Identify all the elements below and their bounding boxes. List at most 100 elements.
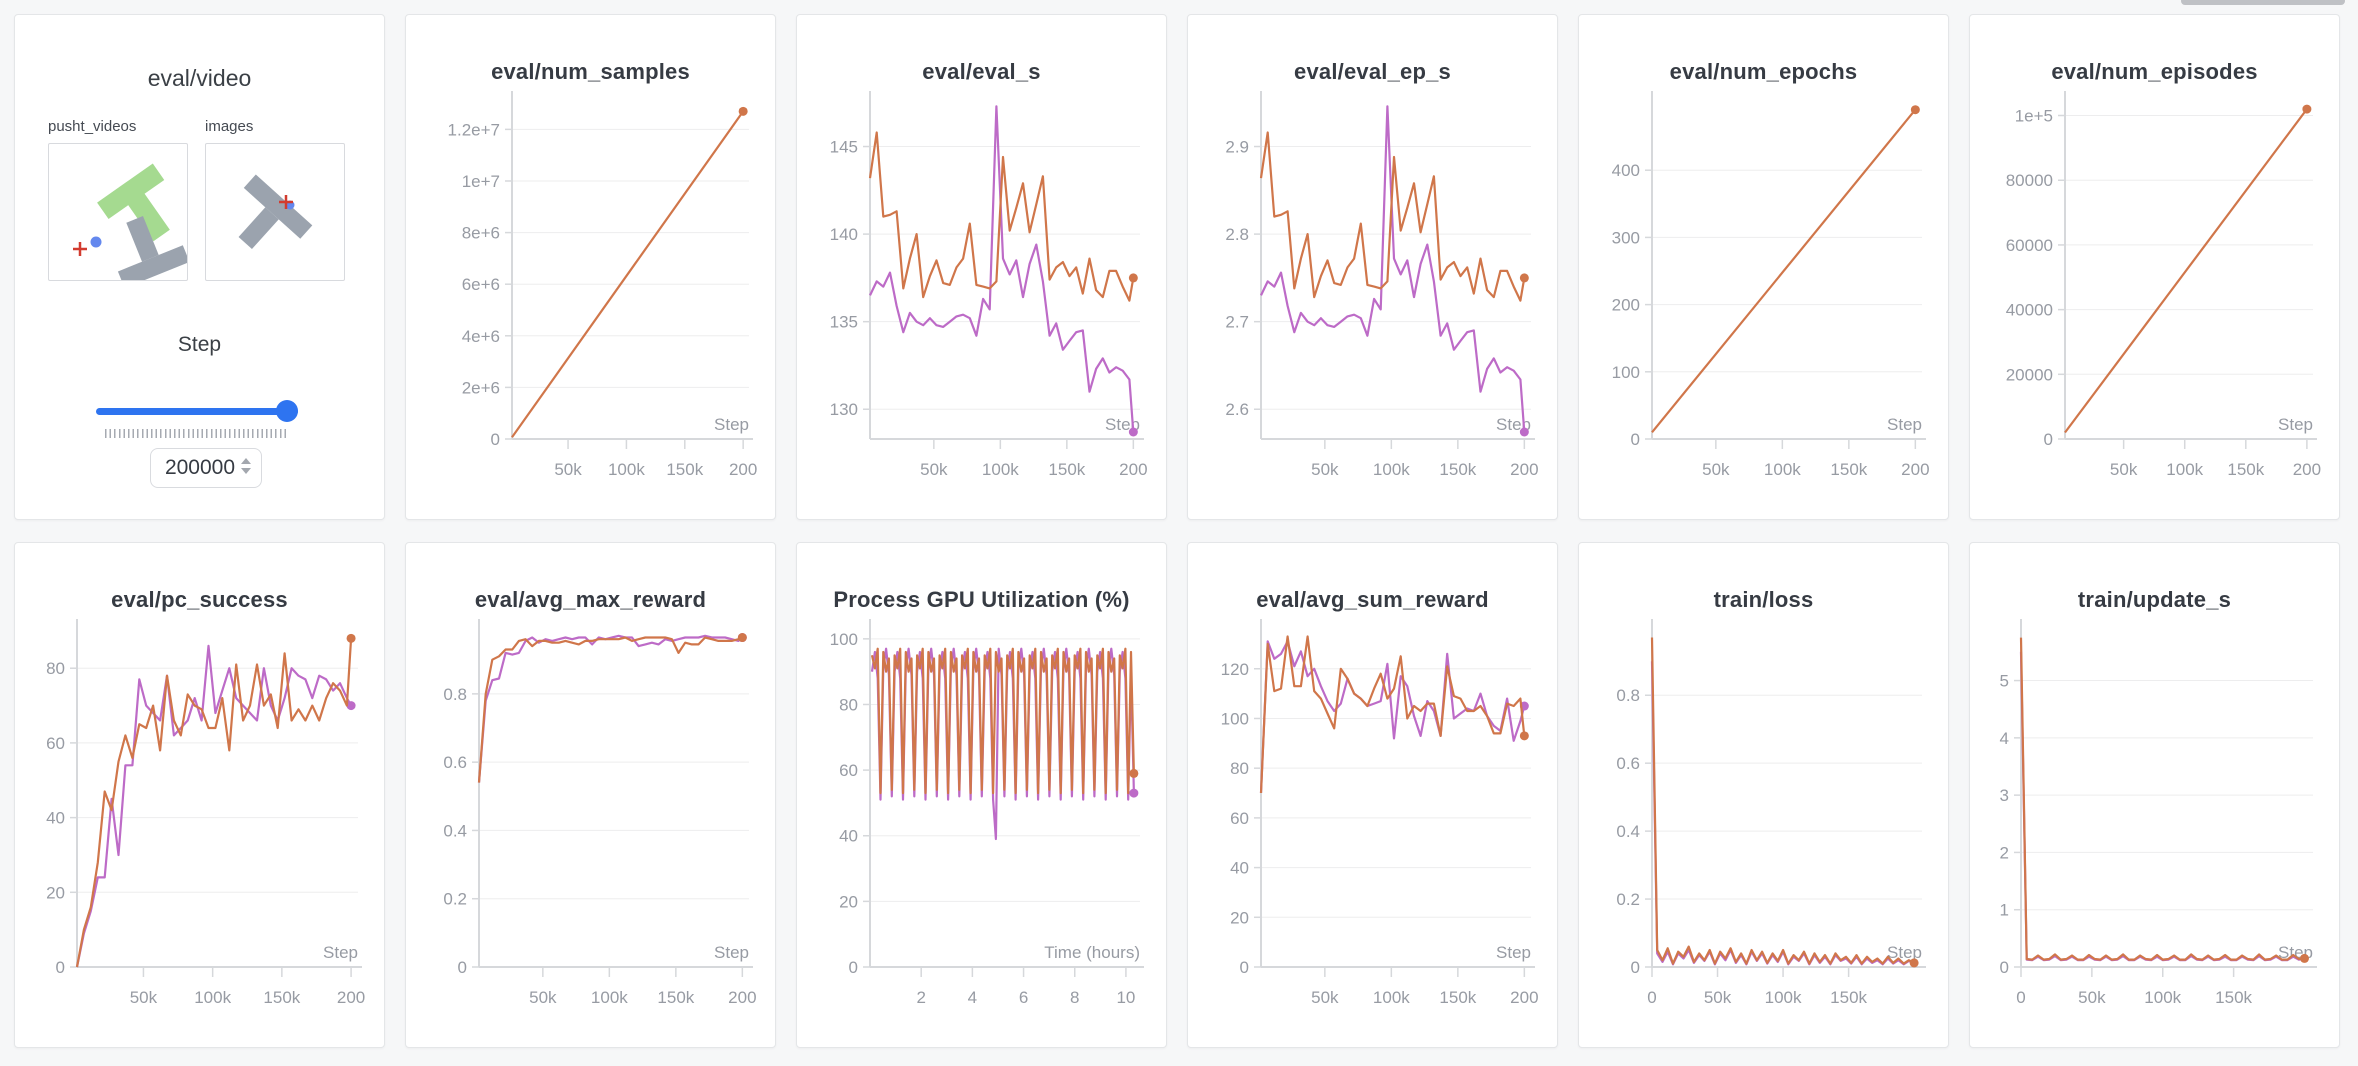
panel-process-gpu-utilization[interactable]: Process GPU Utilization (%) 0 20 40 60 80 100… bbox=[796, 542, 1167, 1048]
step-value: 200000 bbox=[164, 456, 236, 479]
panel-eval-num-samples[interactable]: eval/num_samples 0 2e+6 4e+6 6e+6 8e+6 1e+7 1.… bbox=[405, 14, 776, 520]
svg-text:10: 10 bbox=[1116, 988, 1135, 1007]
stepper-spinner[interactable] bbox=[241, 458, 251, 474]
pusht-goal-cross bbox=[279, 195, 293, 209]
chart-title: eval/num_episodes bbox=[2051, 59, 2258, 84]
line-chart-process-gpu-utilization[interactable]: 0 20 40 60 80 100 2 4 6 8 10 Time (hours) bbox=[797, 615, 1166, 1029]
svg-text:50k: 50k bbox=[920, 460, 948, 479]
chart-title: eval/num_epochs bbox=[1669, 59, 1858, 84]
pusht-agent-dot bbox=[90, 236, 102, 248]
line-chart-eval-num-episodes[interactable]: 0 20000 40000 60000 80000 1e+5 50k 100k 150k 200 S… bbox=[1970, 87, 2339, 501]
svg-text:Step: Step bbox=[714, 415, 749, 434]
panel-eval-avg-max-reward[interactable]: eval/avg_max_reward 0 0.2 0.4 0.6 0.8 50k 100k… bbox=[405, 542, 776, 1048]
panel-eval-eval-s[interactable]: eval/eval_s 130 135 140 145 50k 100k 150k 200 St… bbox=[796, 14, 1167, 520]
svg-text:60: 60 bbox=[1230, 809, 1249, 828]
step-slider-track[interactable] bbox=[96, 408, 298, 415]
svg-text:0: 0 bbox=[2044, 430, 2053, 449]
svg-text:200: 200 bbox=[1510, 988, 1538, 1007]
svg-text:0: 0 bbox=[458, 958, 467, 977]
svg-text:0.2: 0.2 bbox=[1616, 890, 1640, 909]
svg-text:200: 200 bbox=[2293, 460, 2321, 479]
pusht-green-t-block bbox=[97, 163, 170, 242]
panel-eval-num-episodes[interactable]: eval/num_episodes 0 20000 40000 60000 80000 1… bbox=[1969, 14, 2340, 520]
step-slider[interactable] bbox=[96, 400, 298, 422]
svg-text:50k: 50k bbox=[529, 988, 557, 1007]
svg-text:200: 200 bbox=[1119, 460, 1147, 479]
svg-text:3: 3 bbox=[2000, 786, 2009, 805]
svg-text:50k: 50k bbox=[1311, 460, 1339, 479]
line-chart-eval-avg-max-reward[interactable]: 0 0.2 0.4 0.6 0.8 50k 100k 150k 200 Step bbox=[406, 615, 775, 1029]
svg-text:0: 0 bbox=[1240, 958, 1249, 977]
panel-eval-pc-success[interactable]: eval/pc_success 0 20 40 60 80 50k 100k 150k 200 S… bbox=[14, 542, 385, 1048]
pusht-scene-image bbox=[238, 174, 313, 250]
svg-text:150k: 150k bbox=[1830, 460, 1867, 479]
panel-train-update-s[interactable]: train/update_s 0 1 2 3 4 5 0 50k 100k 150k Step bbox=[1969, 542, 2340, 1048]
svg-text:100: 100 bbox=[830, 630, 858, 649]
svg-text:50k: 50k bbox=[1311, 988, 1339, 1007]
svg-text:40: 40 bbox=[1230, 859, 1249, 878]
line-chart-train-loss[interactable]: 0 0.2 0.4 0.6 0.8 0 50k 100k 150k Step bbox=[1579, 615, 1948, 1029]
line-chart-eval-avg-sum-reward[interactable]: 0 20 40 60 80 100 120 50k 100k 150k 200 Step bbox=[1188, 615, 1557, 1029]
pusht-video-thumbnail[interactable] bbox=[48, 143, 190, 289]
svg-text:0.2: 0.2 bbox=[443, 890, 467, 909]
chart-title: train/loss bbox=[1713, 587, 1814, 612]
panel-train-loss[interactable]: train/loss 0 0.2 0.4 0.6 0.8 0 50k 100k 150k Step bbox=[1578, 542, 1949, 1048]
line-chart-eval-num-samples[interactable]: 0 2e+6 4e+6 6e+6 8e+6 1e+7 1.2e+7 50k 100k 150k 20… bbox=[406, 87, 775, 501]
horizontal-scrollbar-thumb[interactable] bbox=[2181, 0, 2345, 5]
svg-text:1.2e+7: 1.2e+7 bbox=[448, 120, 500, 139]
svg-text:100: 100 bbox=[1221, 709, 1249, 728]
svg-text:150k: 150k bbox=[2215, 988, 2252, 1007]
svg-text:2.6: 2.6 bbox=[1225, 400, 1249, 419]
svg-text:150k: 150k bbox=[1439, 988, 1476, 1007]
svg-text:0.4: 0.4 bbox=[443, 821, 467, 840]
panel-eval-avg-sum-reward[interactable]: eval/avg_sum_reward 0 20 40 60 80 100 120 50k 10… bbox=[1187, 542, 1558, 1048]
spin-up-icon[interactable] bbox=[241, 458, 251, 464]
svg-text:6: 6 bbox=[1019, 988, 1028, 1007]
panel-grid: eval/video pusht_videos bbox=[14, 14, 2340, 1048]
panel-title: eval/video bbox=[147, 65, 252, 91]
svg-text:100k: 100k bbox=[2166, 460, 2203, 479]
svg-text:2.7: 2.7 bbox=[1225, 313, 1249, 332]
svg-text:1e+7: 1e+7 bbox=[462, 172, 500, 191]
svg-text:Time (hours): Time (hours) bbox=[1044, 943, 1140, 962]
svg-text:100k: 100k bbox=[1765, 988, 1802, 1007]
chart-title: eval/avg_max_reward bbox=[474, 587, 707, 612]
svg-text:Step: Step bbox=[1887, 415, 1922, 434]
svg-text:80: 80 bbox=[46, 659, 65, 678]
svg-text:4: 4 bbox=[2000, 729, 2009, 748]
chart-title: Process GPU Utilization (%) bbox=[833, 587, 1130, 612]
panel-eval-num-epochs[interactable]: eval/num_epochs 0 100 200 300 400 50k 100k 150k… bbox=[1578, 14, 1949, 520]
svg-text:Step: Step bbox=[1496, 943, 1531, 962]
svg-text:0: 0 bbox=[2016, 988, 2025, 1007]
media-row: pusht_videos bbox=[48, 118, 384, 289]
svg-text:200: 200 bbox=[1901, 460, 1929, 479]
svg-text:150k: 150k bbox=[263, 988, 300, 1007]
svg-text:60: 60 bbox=[46, 734, 65, 753]
line-chart-eval-pc-success[interactable]: 0 20 40 60 80 50k 100k 150k 200 Step bbox=[15, 615, 384, 1029]
svg-text:100k: 100k bbox=[1764, 460, 1801, 479]
spin-down-icon[interactable] bbox=[241, 468, 251, 474]
images-thumbnail[interactable] bbox=[205, 143, 345, 281]
media-label: images bbox=[205, 118, 254, 135]
panel-eval-eval-ep-s[interactable]: eval/eval_ep_s 2.6 2.7 2.8 2.9 50k 100k 150k 20… bbox=[1187, 14, 1558, 520]
svg-text:80000: 80000 bbox=[2006, 171, 2053, 190]
step-number-input[interactable]: 200000 bbox=[150, 448, 262, 488]
step-slider-handle[interactable] bbox=[276, 400, 298, 422]
pusht-gray-t-block bbox=[117, 216, 190, 289]
svg-text:8: 8 bbox=[1070, 988, 1079, 1007]
svg-text:40: 40 bbox=[839, 827, 858, 846]
svg-text:100k: 100k bbox=[194, 988, 231, 1007]
svg-text:120: 120 bbox=[1221, 660, 1249, 679]
svg-text:300: 300 bbox=[1612, 228, 1640, 247]
panel-eval-video[interactable]: eval/video pusht_videos bbox=[14, 14, 385, 520]
svg-text:100: 100 bbox=[1612, 363, 1640, 382]
line-chart-eval-num-epochs[interactable]: 0 100 200 300 400 50k 100k 150k 200 Step bbox=[1579, 87, 1948, 501]
svg-text:80: 80 bbox=[839, 695, 858, 714]
svg-text:80: 80 bbox=[1230, 759, 1249, 778]
svg-text:2: 2 bbox=[916, 988, 925, 1007]
svg-text:0: 0 bbox=[491, 430, 500, 449]
chart-title: eval/eval_ep_s bbox=[1294, 59, 1451, 84]
